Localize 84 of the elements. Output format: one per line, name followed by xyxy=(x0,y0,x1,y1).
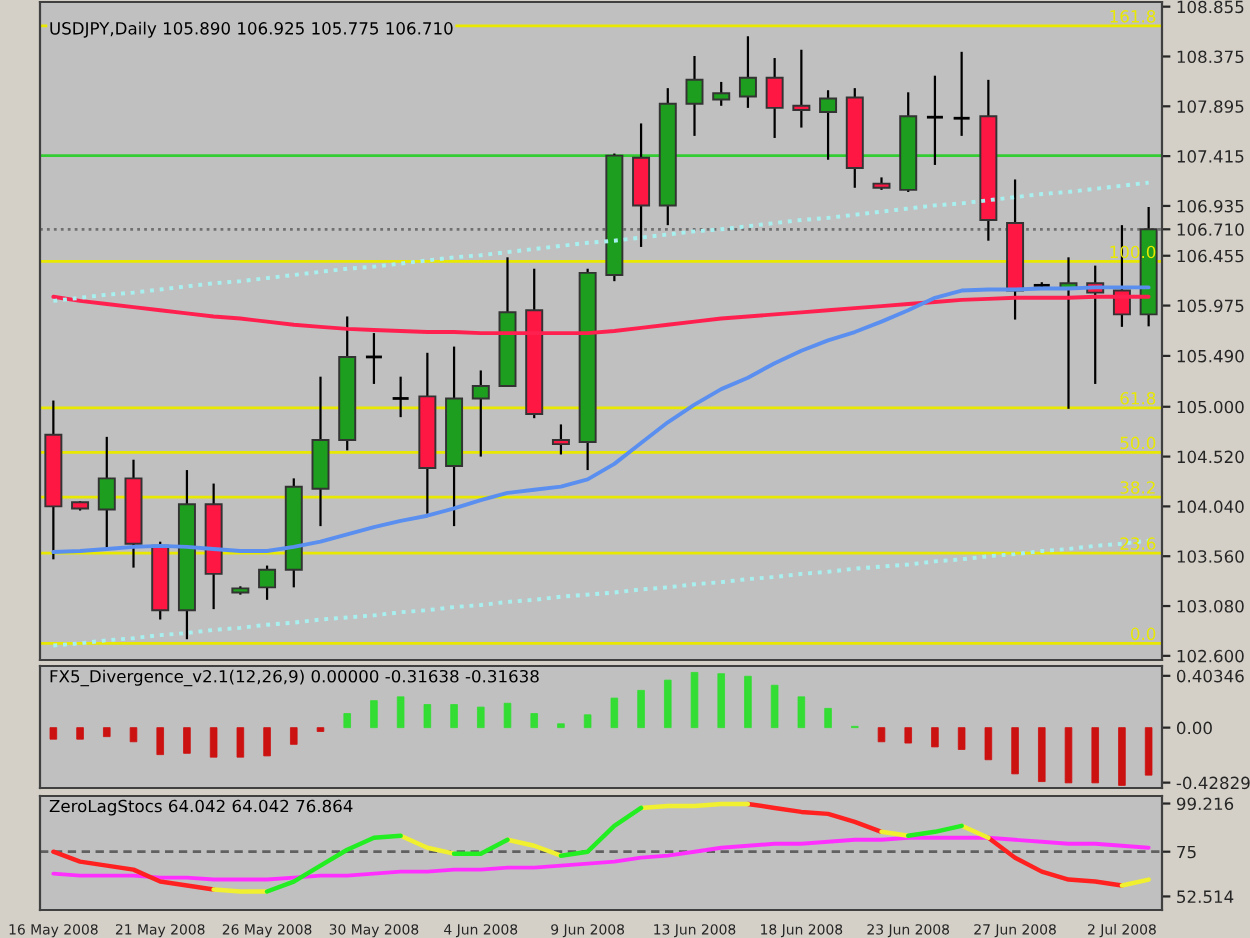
candlestick xyxy=(258,564,277,601)
annotation: 161.8 xyxy=(1110,10,1156,23)
bar xyxy=(396,696,405,729)
bar xyxy=(690,672,699,729)
bar xyxy=(877,727,886,743)
bar xyxy=(236,727,245,758)
y-tick-label: 106.455 xyxy=(1177,249,1244,263)
y-tick-label: 99.216 xyxy=(1176,797,1234,811)
bar xyxy=(423,704,432,729)
bar xyxy=(129,727,138,743)
bar xyxy=(1144,727,1153,776)
bar xyxy=(957,727,966,750)
bar xyxy=(610,697,619,729)
text: USDJPY,Daily 105.890 106.925 105.775 106.710 xyxy=(50,21,453,38)
bar xyxy=(290,727,298,745)
y-tick-label: 52.514 xyxy=(1177,890,1234,904)
y-tick-label: 0.40346 xyxy=(1176,669,1244,683)
y-tick-label: 108.855 xyxy=(1177,0,1244,14)
candlestick xyxy=(551,423,570,456)
candlestick xyxy=(712,80,731,107)
y-tick-label: 75 xyxy=(1177,845,1196,859)
y-tick-label: 103.080 xyxy=(1177,599,1244,613)
candlestick xyxy=(391,375,411,419)
y-tick-label: 0.00 xyxy=(1176,721,1212,735)
annotation: 23.6 xyxy=(1120,537,1156,550)
y-tick-label: 104.040 xyxy=(1177,500,1244,513)
bar xyxy=(103,727,111,738)
bar xyxy=(824,707,832,729)
y-tick-label: 108.375 xyxy=(1177,50,1244,64)
annotation: 50.0 xyxy=(1120,436,1156,450)
annotation: 0.0 xyxy=(1130,627,1156,641)
bar xyxy=(931,727,939,748)
bar xyxy=(503,702,512,729)
y-tick-label: -0.42829 xyxy=(1176,776,1250,790)
candlestick xyxy=(792,48,811,129)
bar xyxy=(1118,727,1126,786)
chart-title: FX5_Divergence_v2.1(12,26,9) 0.00000 -0.31638 -0.31638 xyxy=(50,669,539,687)
y-tick-label: 104.520 xyxy=(1177,450,1244,464)
annotation: 38.2 xyxy=(1120,481,1155,494)
candlestick xyxy=(471,369,490,458)
bar xyxy=(343,713,351,729)
bar xyxy=(770,684,779,729)
annotation: 61.8 xyxy=(1120,391,1156,405)
y-tick-label: 105.000 xyxy=(1177,400,1244,414)
bar xyxy=(664,679,672,729)
bar xyxy=(156,727,164,756)
bar xyxy=(637,689,645,729)
bar xyxy=(76,727,84,740)
candlestick xyxy=(738,35,757,109)
bar xyxy=(450,704,458,729)
y-tick-label: 105.490 xyxy=(1177,349,1244,363)
bar xyxy=(717,673,725,729)
candlestick xyxy=(765,56,784,140)
y-tick-label: 105.975 xyxy=(1177,299,1244,313)
line-series xyxy=(51,835,1151,882)
y-tick-label: 102.600 xyxy=(1177,649,1244,663)
bar xyxy=(1011,727,1019,775)
y-tick-label: 103.560 xyxy=(1177,550,1244,563)
bar xyxy=(1064,727,1073,784)
bar xyxy=(209,727,218,758)
bar xyxy=(263,727,271,757)
bar xyxy=(904,727,912,744)
bar xyxy=(477,706,485,729)
bar xyxy=(583,714,592,729)
bar xyxy=(1038,727,1046,782)
candlestick xyxy=(952,50,972,137)
bar xyxy=(183,727,191,754)
candlestick xyxy=(925,74,945,167)
bar xyxy=(797,696,806,729)
bar xyxy=(984,727,993,761)
candlestick xyxy=(97,435,116,552)
y-tick-label: 106.935 xyxy=(1177,199,1244,213)
bar xyxy=(530,713,538,729)
bar xyxy=(1091,727,1099,784)
chart-title: ZeroLagStocs 64.042 64.042 76.864 xyxy=(49,799,353,816)
candlestick xyxy=(685,54,704,137)
y-tick-label: 106.710 xyxy=(1177,223,1244,236)
candlestick xyxy=(632,122,651,249)
bar xyxy=(744,675,752,729)
bar xyxy=(370,700,378,729)
y-tick-label: 107.895 xyxy=(1177,100,1244,113)
candlestick xyxy=(819,89,838,161)
y-tick-label: 107.415 xyxy=(1177,150,1244,163)
bar xyxy=(49,727,58,740)
